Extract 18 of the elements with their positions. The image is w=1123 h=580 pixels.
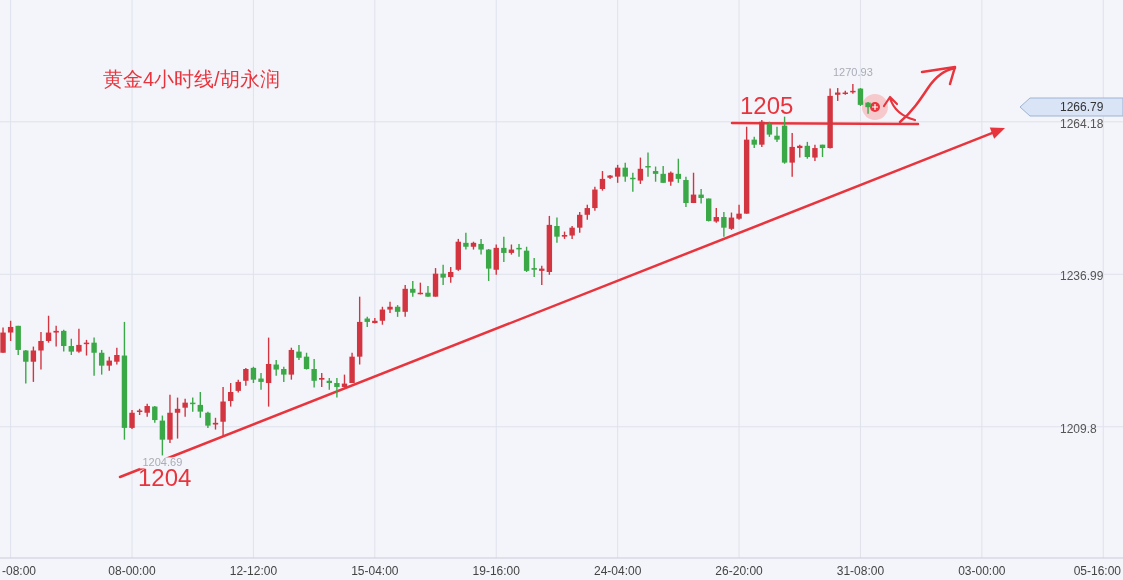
annotation: 1270.93	[832, 65, 873, 78]
y-tick-label: 1209.8	[1060, 421, 1098, 436]
text: 黄金4小时线/胡永润	[103, 68, 280, 90]
x-tick-label: 15-04:00	[351, 564, 399, 578]
annotation: 1266.79	[1060, 100, 1104, 114]
x-tick-label: 08-00:00	[108, 564, 157, 578]
annotation: 1205	[740, 92, 794, 119]
x-tick-label: 12-12:00	[229, 564, 278, 578]
x-tick-label: -08:00	[2, 564, 37, 578]
x-tick-label: 31-08:00	[836, 564, 885, 578]
x-tick-label: 05-16:00	[1073, 564, 1122, 578]
y-tick-label: 1236.99	[1060, 269, 1104, 284]
x-tick-label: 19-16:00	[472, 564, 521, 578]
x-tick-label: 03-00:00	[958, 564, 1006, 578]
x-tick-label: 24-04:00	[593, 564, 642, 578]
annotation: 1204.69	[142, 456, 183, 469]
x-tick-label: 26-20:00	[715, 564, 764, 578]
y-tick-label: 1264.18	[1060, 116, 1104, 131]
